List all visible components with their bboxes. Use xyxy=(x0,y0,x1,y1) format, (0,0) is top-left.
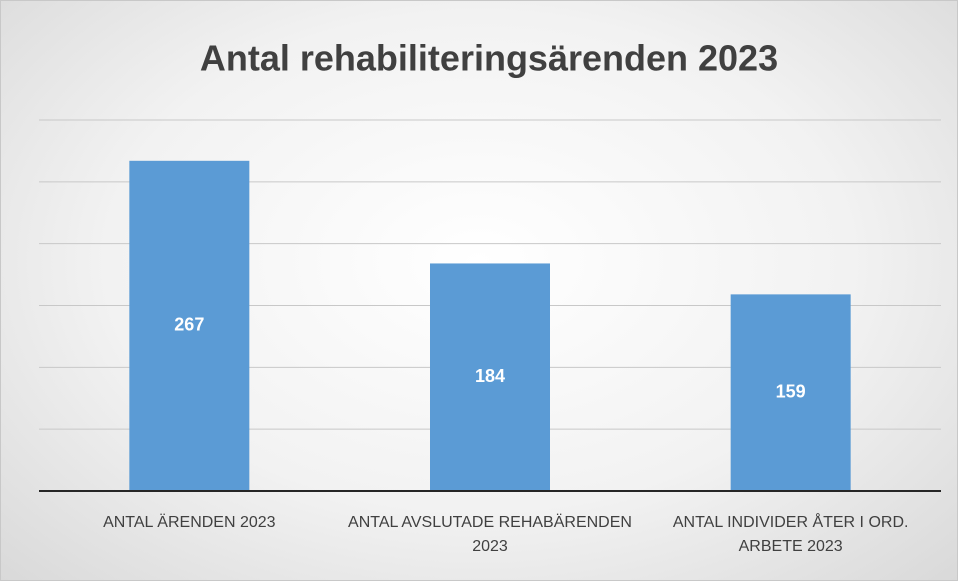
value-label: 159 xyxy=(776,381,806,401)
bar xyxy=(730,294,851,491)
x-tick-label: ANTAL INDIVIDER ÅTER I ORD. ARBETE 2023 xyxy=(672,514,909,555)
x-tick-label: ANTAL ÄRENDEN 2023 xyxy=(103,514,276,531)
x-tick-label: ANTAL AVSLUTADE REHABÄRENDEN 2023 xyxy=(348,514,632,555)
bar xyxy=(430,263,550,491)
value-label: 184 xyxy=(475,366,505,386)
bar xyxy=(129,160,250,491)
value-label: 267 xyxy=(174,315,204,335)
chart-title: Antal rehabiliteringsärenden 2023 xyxy=(200,38,778,79)
